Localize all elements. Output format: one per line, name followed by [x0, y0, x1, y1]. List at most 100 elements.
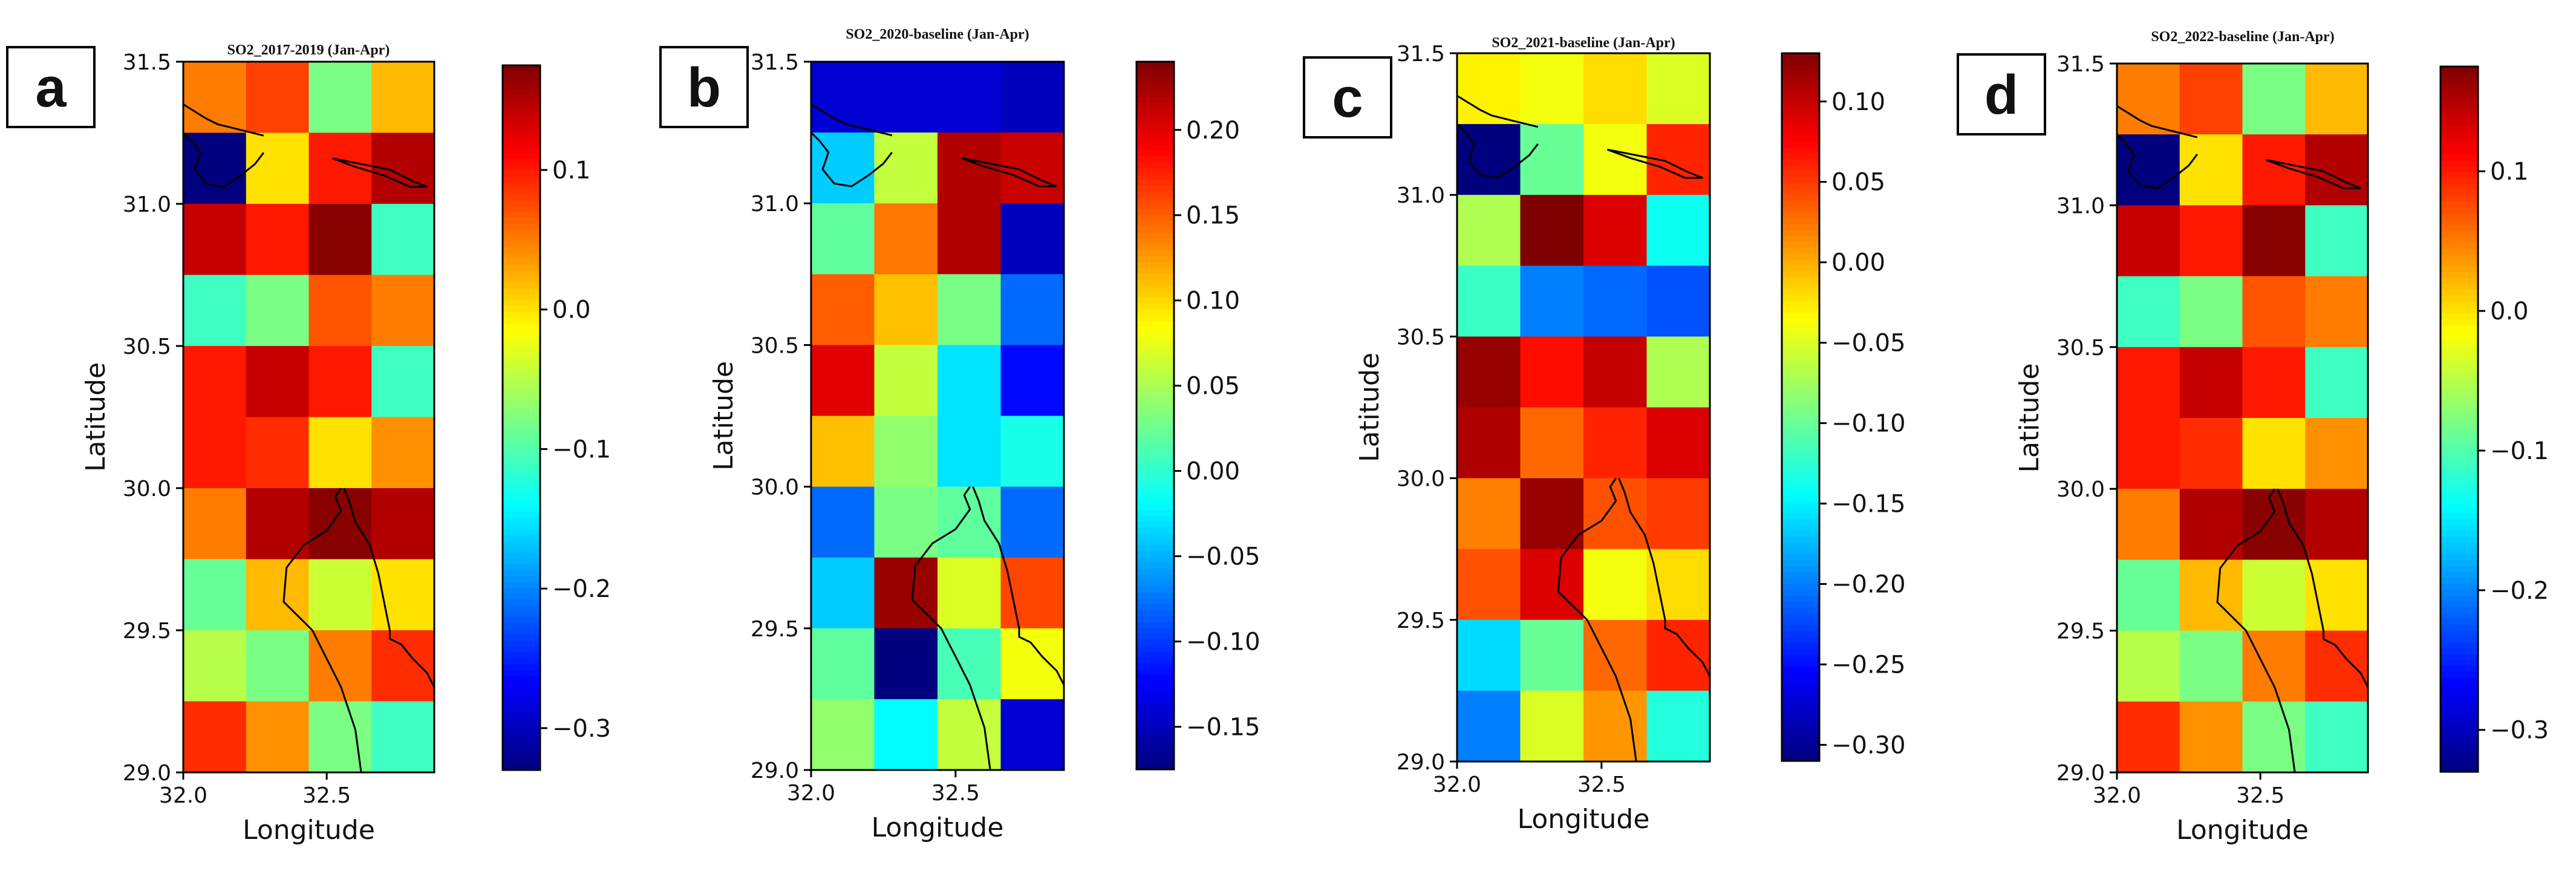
heatmap-cell	[1646, 619, 1710, 691]
x-tick-label: 32.5	[931, 781, 980, 806]
colorbar-segment	[2441, 460, 2478, 467]
colorbar-segment	[2441, 190, 2478, 197]
colorbar-segment	[2441, 437, 2478, 443]
colorbar-segment	[2441, 601, 2478, 608]
colorbar-segment	[1782, 755, 1819, 762]
colorbar-segment	[2441, 266, 2478, 273]
colorbar-segment	[503, 652, 540, 659]
colorbar-segment	[1136, 622, 1174, 628]
y-tick-label: 30.0	[751, 475, 799, 500]
heatmap-cell	[937, 416, 1002, 488]
colorbar: 0.1 0.0 −0.1 −0.2 −0.3	[2439, 65, 2549, 773]
heatmap-cell	[1583, 53, 1648, 125]
colorbar-segment	[2441, 348, 2478, 355]
heatmap-cell	[2305, 418, 2369, 489]
colorbar-segment	[1782, 365, 1819, 373]
colorbar-segment	[2441, 448, 2478, 455]
colorbar-segment	[1782, 212, 1819, 219]
colorbar-segment	[2441, 360, 2478, 367]
heatmap-cell	[2117, 630, 2180, 702]
heatmap-cell	[937, 557, 1002, 629]
colorbar-tick-label: 0.10	[1186, 287, 1240, 315]
colorbar-tick-label: −0.05	[1186, 543, 1260, 571]
colorbar-segment	[1136, 616, 1174, 623]
colorbar-segment	[2441, 195, 2478, 203]
colorbar-segment	[1782, 295, 1819, 302]
colorbar-segment	[2441, 742, 2478, 749]
colorbar-segment	[503, 394, 540, 401]
colorbar-tick-label: −0.3	[552, 715, 611, 743]
heatmap-cell	[2179, 347, 2243, 419]
heatmap-cell	[937, 699, 1002, 771]
colorbar-segment	[1782, 654, 1819, 662]
colorbar-segment	[1136, 362, 1174, 369]
colorbar-segment	[1782, 513, 1819, 520]
colorbar-segment	[503, 664, 540, 671]
colorbar-segment	[1136, 722, 1174, 729]
colorbar-segment	[2441, 683, 2478, 690]
colorbar-segment	[2441, 595, 2478, 602]
y-axis-label: Latitude	[1354, 353, 1385, 462]
colorbar-segment	[503, 177, 540, 183]
colorbar-segment	[1136, 321, 1174, 328]
colorbar-tick-label: −0.15	[1186, 714, 1260, 742]
colorbar-segment	[2441, 160, 2478, 167]
colorbar-segment	[503, 670, 540, 677]
y-tick-label: 29.5	[751, 617, 799, 642]
panel-letter-box	[6, 46, 96, 128]
heatmap-cell	[2179, 276, 2243, 348]
colorbar-segment	[2441, 319, 2478, 326]
heatmap-cell	[874, 203, 938, 275]
colorbar-segment	[503, 265, 540, 272]
colorbar-frame	[1781, 52, 1821, 762]
y-tick-label: 31.5	[751, 50, 799, 75]
colorbar-segment	[1782, 324, 1819, 331]
colorbar-segment	[1782, 737, 1819, 744]
heatmap-cell	[246, 275, 310, 347]
plot-frame	[182, 60, 435, 774]
colorbar-tick-label: 0.10	[1831, 88, 1885, 116]
colorbar-segment	[503, 318, 540, 324]
colorbar-segment	[2441, 560, 2478, 567]
colorbar-segment	[2441, 72, 2478, 79]
colorbar-segment	[503, 312, 540, 319]
colorbar-segment	[1136, 256, 1174, 263]
x-tick-label: 32.5	[2236, 783, 2284, 808]
colorbar-segment	[1136, 575, 1174, 581]
colorbar-segment	[2441, 442, 2478, 449]
heatmap-cells	[811, 62, 1065, 771]
heatmap-cell	[246, 701, 310, 773]
heatmap-cell	[1646, 478, 1710, 550]
colorbar-segment	[1782, 53, 1819, 60]
x-axis-label: Longitude	[872, 812, 1004, 843]
colorbar-tick-label: 0.0	[552, 296, 591, 324]
colorbar-segment	[503, 641, 540, 647]
colorbar-segment	[503, 294, 540, 301]
colorbar-segment	[1782, 253, 1819, 261]
heatmap-cell	[183, 275, 247, 347]
colorbar-segment	[2441, 272, 2478, 279]
heatmap-cell	[308, 488, 372, 560]
heatmap-cell	[811, 699, 875, 771]
colorbar-segment	[1782, 206, 1819, 214]
colorbar-segment	[1136, 91, 1174, 98]
heatmap-cell	[1000, 416, 1065, 488]
colorbar-frame	[2439, 65, 2479, 773]
colorbar-segment	[503, 241, 540, 248]
colorbar-segment	[1136, 73, 1174, 80]
colorbar-segment	[1782, 436, 1819, 443]
heatmap-cell	[371, 417, 435, 489]
heatmap-cell	[371, 62, 435, 134]
heatmap-cell	[371, 559, 435, 631]
heatmap-cell	[1457, 53, 1521, 125]
colorbar-segment	[503, 458, 540, 465]
colorbar-segment	[1136, 563, 1174, 570]
colorbar-segment	[1136, 103, 1174, 109]
colorbar-tick-label: 0.00	[1831, 249, 1885, 277]
heatmap-cell	[2117, 347, 2180, 419]
colorbar-segment	[2441, 507, 2478, 514]
heatmap-cell	[371, 701, 435, 773]
colorbar-tick-label: −0.15	[1831, 491, 1906, 518]
colorbar-segment	[1782, 554, 1819, 561]
colorbar-segment	[1782, 242, 1819, 249]
